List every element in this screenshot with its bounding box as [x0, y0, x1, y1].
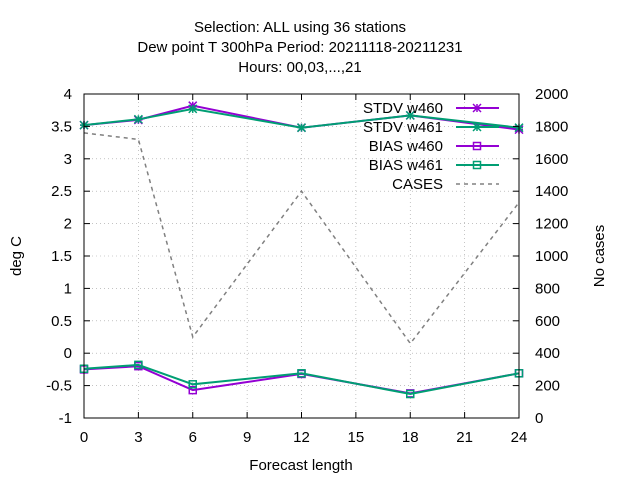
- legend-label: STDV w460: [363, 100, 443, 117]
- y-tick-label: 2: [64, 216, 72, 233]
- y-tick-label: 3: [64, 151, 72, 168]
- data-point-stdv-w461: [133, 114, 143, 124]
- y2-tick-label: 600: [535, 313, 560, 330]
- legend-entry-stdv-w461: STDV w461: [363, 119, 499, 136]
- y-tick-label: -0.5: [46, 378, 72, 395]
- y2-tick-label: 1000: [535, 248, 568, 265]
- x-tick-label: 15: [348, 429, 365, 446]
- series-stdv-w461: [79, 104, 524, 133]
- x-tick-label: 9: [243, 429, 251, 446]
- y-tick-label: 1: [64, 280, 72, 297]
- data-point-stdv-w461: [296, 123, 307, 133]
- chart-title-line-1: Selection: ALL using 36 stations: [194, 19, 406, 36]
- legend-label: BIAS w460: [369, 138, 443, 155]
- legend-swatch-marker: [472, 160, 482, 170]
- data-point-stdv-w461: [405, 110, 415, 120]
- x-tick-label: 6: [189, 429, 197, 446]
- y2-tick-label: 1200: [535, 216, 568, 233]
- x-tick-label: 18: [402, 429, 419, 446]
- data-point-bias-w461: [297, 369, 306, 378]
- x-tick-label: 3: [134, 429, 142, 446]
- series-cases: [83, 132, 520, 345]
- y2-tick-label: 0: [535, 410, 543, 427]
- legend: STDV w460 STDV w461 BIAS w460 BIAS w461 CASE…: [363, 100, 499, 193]
- legend-entry-cases: CASES: [392, 176, 499, 193]
- legend-entry-stdv-w460: STDV w460: [363, 100, 499, 117]
- legend-swatch-marker: [472, 122, 482, 132]
- chart-title-line-3: Hours: 00,03,...,21: [238, 59, 361, 76]
- x-tick-label: 0: [80, 429, 88, 446]
- x-tick-label: 21: [456, 429, 473, 446]
- legend-entry-bias-w461: BIAS w461: [369, 157, 499, 174]
- x-tick-label: 12: [293, 429, 310, 446]
- x-axis-label: Forecast length: [249, 457, 352, 474]
- legend-label: BIAS w461: [369, 157, 443, 174]
- y-tick-label: 1.5: [51, 248, 72, 265]
- y-tick-label: 4: [64, 86, 72, 103]
- y2-tick-label: 1400: [535, 183, 568, 200]
- y2-tick-label: 1600: [535, 151, 568, 168]
- series-layer: [79, 101, 524, 399]
- data-point-bias-w461: [134, 360, 143, 370]
- y-tick-label: 2.5: [51, 183, 72, 200]
- y2-axis-label: No cases: [591, 225, 608, 288]
- y-tick-label: 0: [64, 345, 72, 362]
- data-point-stdv-w461: [188, 104, 198, 114]
- x-tick-label: 24: [511, 429, 528, 446]
- series-line-bias-w461: [83, 363, 520, 396]
- legend-label: STDV w461: [363, 119, 443, 136]
- legend-entry-bias-w460: BIAS w460: [369, 138, 499, 155]
- series-line-cases: [83, 132, 520, 345]
- y-tick-label: -1: [59, 410, 72, 427]
- legend-swatch-marker: [472, 103, 482, 113]
- data-point-bias-w460: [188, 385, 197, 395]
- legend-swatch-marker: [472, 141, 482, 151]
- data-point-bias-w461: [188, 380, 197, 389]
- y-axis-label: deg C: [8, 236, 25, 276]
- ticks: -1 -0.5 0 0.5 1 1.5 2 2.5 3 3.5 4 0 200 400 600 800 1000…: [46, 86, 568, 446]
- legend-label: CASES: [392, 176, 443, 193]
- y2-tick-label: 2000: [535, 86, 568, 103]
- y-tick-label: 3.5: [51, 118, 72, 135]
- y-tick-label: 0.5: [51, 313, 72, 330]
- grid: [84, 94, 519, 418]
- chart-title-line-2: Dew point T 300hPa Period: 20211118-2021…: [137, 39, 462, 56]
- series-line-stdv-w461: [83, 107, 520, 129]
- y2-tick-label: 400: [535, 345, 560, 362]
- y2-tick-label: 800: [535, 280, 560, 297]
- data-point-bias-w461: [406, 389, 415, 399]
- y2-tick-label: 1800: [535, 118, 568, 135]
- y2-tick-label: 200: [535, 378, 560, 395]
